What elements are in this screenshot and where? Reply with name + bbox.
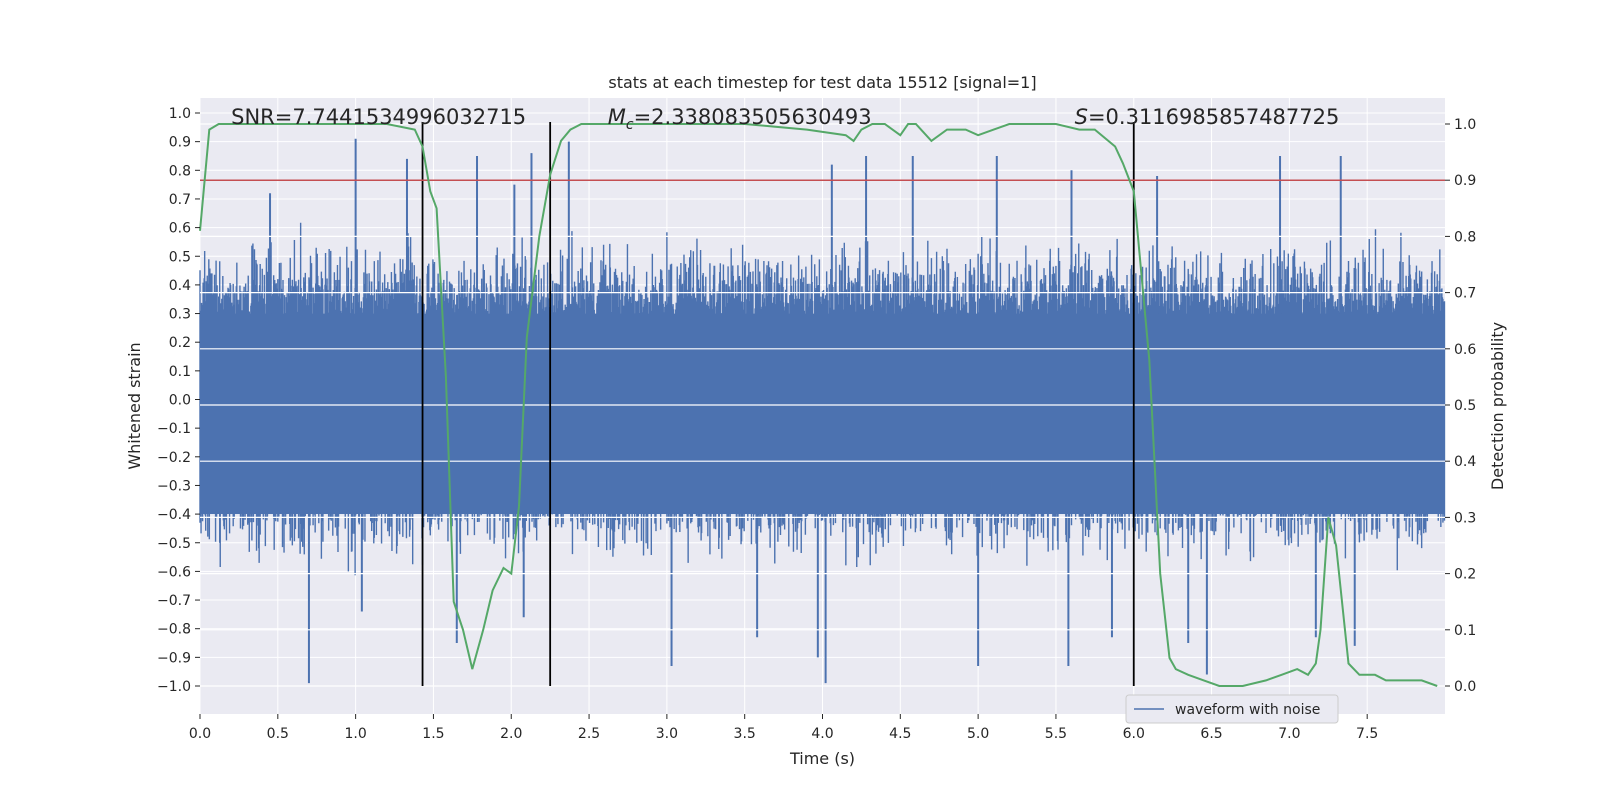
legend: waveform with noise — [1125, 694, 1339, 724]
x-tick-label: 4.0 — [811, 726, 833, 742]
y-tick-label: −0.5 — [157, 536, 191, 552]
x-tick-label: 1.5 — [422, 726, 444, 742]
y2-axis-label: Detection probability — [1488, 322, 1507, 490]
y-tick-label: −0.7 — [157, 593, 191, 609]
y-tick-label: 0.9 — [169, 135, 191, 151]
x-axis-label: Time (s) — [789, 749, 855, 768]
y2-tick-label: 0.5 — [1454, 398, 1476, 414]
y2-tick-label: 0.1 — [1454, 623, 1476, 639]
x-tick-label: 6.5 — [1200, 726, 1222, 742]
y2-tick-label: 0.3 — [1454, 510, 1476, 526]
spin-value: =0.3116985857487725 — [1088, 105, 1339, 129]
chirp-mass-symbol: M — [608, 105, 626, 129]
y-tick-label: 0.3 — [169, 307, 191, 323]
probability-line — [199, 123, 1438, 687]
chirp-mass-value: =2.338083505630493 — [634, 105, 872, 129]
y-tick-label: 0.8 — [169, 163, 191, 179]
y2-tick-label: 0.8 — [1454, 229, 1476, 245]
y-tick-label: 0.6 — [169, 221, 191, 237]
probability-series — [199, 123, 1438, 687]
x-tick-label: 5.5 — [1045, 726, 1067, 742]
legend-label: waveform with noise — [1175, 702, 1320, 718]
waveform-series — [199, 138, 1446, 684]
y2-tick-label: 0.6 — [1454, 342, 1476, 358]
x-tick-label: 3.5 — [734, 726, 756, 742]
y-tick-label: 0.5 — [169, 249, 191, 265]
x-tick-label: 0.5 — [267, 726, 289, 742]
spin-symbol: S — [1075, 105, 1088, 129]
chirp-mass-annotation: Mc=2.338083505630493 — [608, 105, 872, 133]
y-tick-label: 0.2 — [169, 335, 191, 351]
y-tick-label: −0.8 — [157, 622, 191, 638]
y-tick-label: 0.0 — [169, 393, 191, 409]
x-tick-label: 5.0 — [967, 726, 989, 742]
x-tick-label: 3.0 — [656, 726, 678, 742]
y-tick-label: −1.0 — [157, 679, 191, 695]
x-tick-label: 2.5 — [578, 726, 600, 742]
x-tick-label: 6.0 — [1123, 726, 1145, 742]
y2-tick-label: 0.4 — [1454, 454, 1476, 470]
y2-tick-label: 0.9 — [1454, 173, 1476, 189]
y-tick-label: −0.9 — [157, 650, 191, 666]
spin-annotation: S=0.3116985857487725 — [1075, 105, 1340, 129]
y-tick-label: −0.6 — [157, 564, 191, 580]
x-tick-label: 7.0 — [1278, 726, 1300, 742]
y-tick-label: −0.2 — [157, 450, 191, 466]
legend-box — [1125, 694, 1339, 724]
y-tick-label: 0.7 — [169, 192, 191, 208]
chirp-mass-subscript: c — [626, 117, 634, 133]
y2-tick-label: 0.0 — [1454, 679, 1476, 695]
snr-annotation: SNR=7.7441534996032715 — [231, 105, 526, 129]
y2-tick-label: 0.2 — [1454, 567, 1476, 583]
axes: 0.0 0.5 1.0 1.5 2.0 2.5 3.0 3.5 4.0 4.5 5.0 5.5 6.0 6… — [157, 106, 1476, 742]
y-tick-label: −0.3 — [157, 478, 191, 494]
y-tick-label: −0.4 — [157, 507, 191, 523]
y-tick-label: −0.1 — [157, 421, 191, 437]
x-tick-label: 1.0 — [344, 726, 366, 742]
y-tick-label: 0.1 — [169, 364, 191, 380]
x-tick-label: 4.5 — [889, 726, 911, 742]
y-axis-label: Whitened strain — [125, 342, 144, 469]
y-tick-label: 1.0 — [169, 106, 191, 122]
waveform-core — [200, 313, 1445, 515]
x-tick-label: 2.0 — [500, 726, 522, 742]
overlay-lines — [200, 122, 1445, 687]
y-tick-label: 0.4 — [169, 278, 191, 294]
x-tick-label: 7.5 — [1356, 726, 1378, 742]
y2-tick-label: 0.7 — [1454, 286, 1476, 302]
chart-title: stats at each timestep for test data 155… — [608, 73, 1036, 92]
y2-tick-label: 1.0 — [1454, 117, 1476, 133]
x-tick-label: 0.0 — [189, 726, 211, 742]
